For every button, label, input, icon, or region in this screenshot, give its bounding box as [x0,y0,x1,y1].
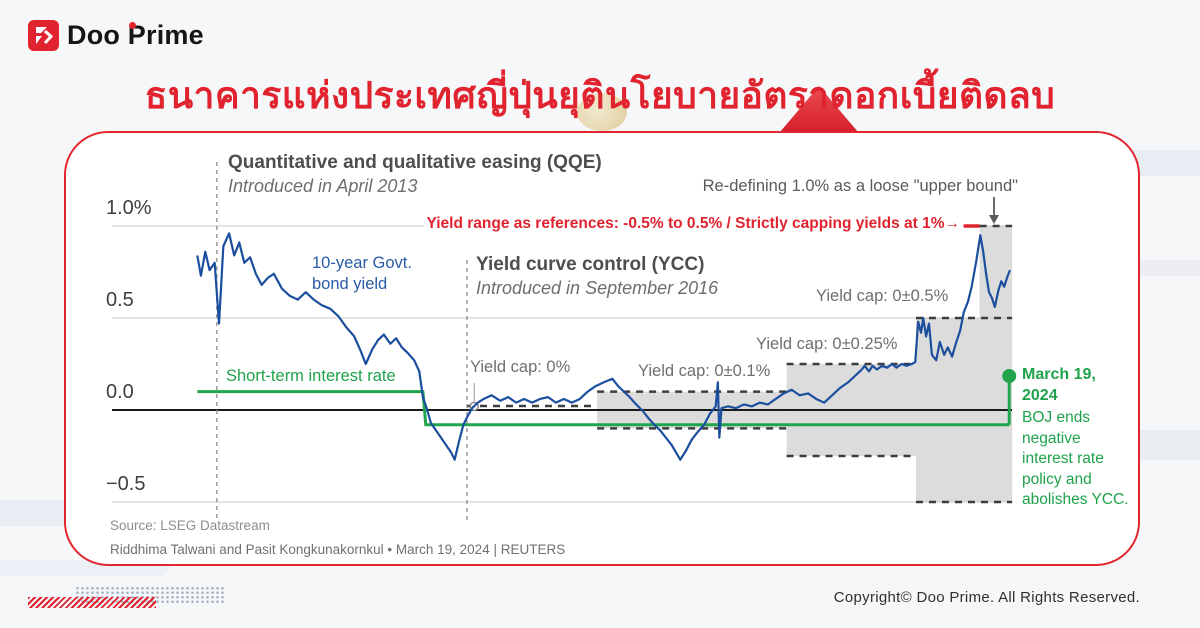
chart-card: 1.0% 0.5 0.0 −0.5 Quantitative and quali… [64,131,1140,566]
coin-decoration [577,93,627,131]
logo-i-dot [129,21,136,29]
page-title: ธนาคารแห่งประเทศญี่ปุ่นยุตินโยบายอัตราดอ… [144,75,1056,116]
yield-cap-0-label: Yield cap: 0% [470,358,571,376]
down-arrow-head-icon [989,215,999,224]
qqe-annotation-subtitle: Introduced in April 2013 [228,176,418,196]
qqe-annotation-title: Quantitative and qualitative easing (QQE… [228,152,602,173]
bond-yield-line [196,232,1011,461]
ycc-annotation-subtitle: Introduced in September 2016 [476,278,719,298]
y-tick-0.0: 0.0 [106,381,134,403]
short-rate-line [197,390,1010,427]
y-tick-1.0: 1.0% [106,197,152,219]
source-credit: Source: LSEG Datastream [110,518,270,533]
doo-prime-logo: Doo Prime [28,20,204,51]
bond-yield-series-label: 10-year Govt. bond yield [312,254,412,293]
decoration-hatch [28,597,156,608]
yield-chart [112,162,1017,522]
y-tick-0.5: 0.5 [106,289,134,311]
event-description: BOJ ends negative interest rate policy a… [1022,409,1129,508]
yield-cap-0.1-label: Yield cap: 0±0.1% [638,362,771,380]
copyright-text: Copyright© Doo Prime. All Rights Reserve… [833,589,1140,606]
short-rate-series-label: Short-term interest rate [226,367,396,385]
yield-cap-0.5-label: Yield cap: 0±0.5% [816,287,949,305]
doo-prime-logo-icon [28,20,59,51]
event-date: March 19, 2024 [1022,366,1096,404]
y-tick-neg0.5: −0.5 [106,473,146,495]
redefine-annotation: Re-defining 1.0% as a loose "upper bound… [702,177,1018,195]
yield-range-annotation: Yield range as references: -0.5% to 0.5%… [424,215,962,233]
boj-event-annotation: March 19, 2024 BOJ ends negative interes… [1022,364,1134,511]
byline: Riddhima Talwani and Pasit Kongkunakornk… [110,542,566,557]
march-2024-dot [1002,368,1017,383]
ycc-annotation-title: Yield curve control (YCC) [476,254,705,275]
yield-cap-0.25-label: Yield cap: 0±0.25% [756,335,898,353]
